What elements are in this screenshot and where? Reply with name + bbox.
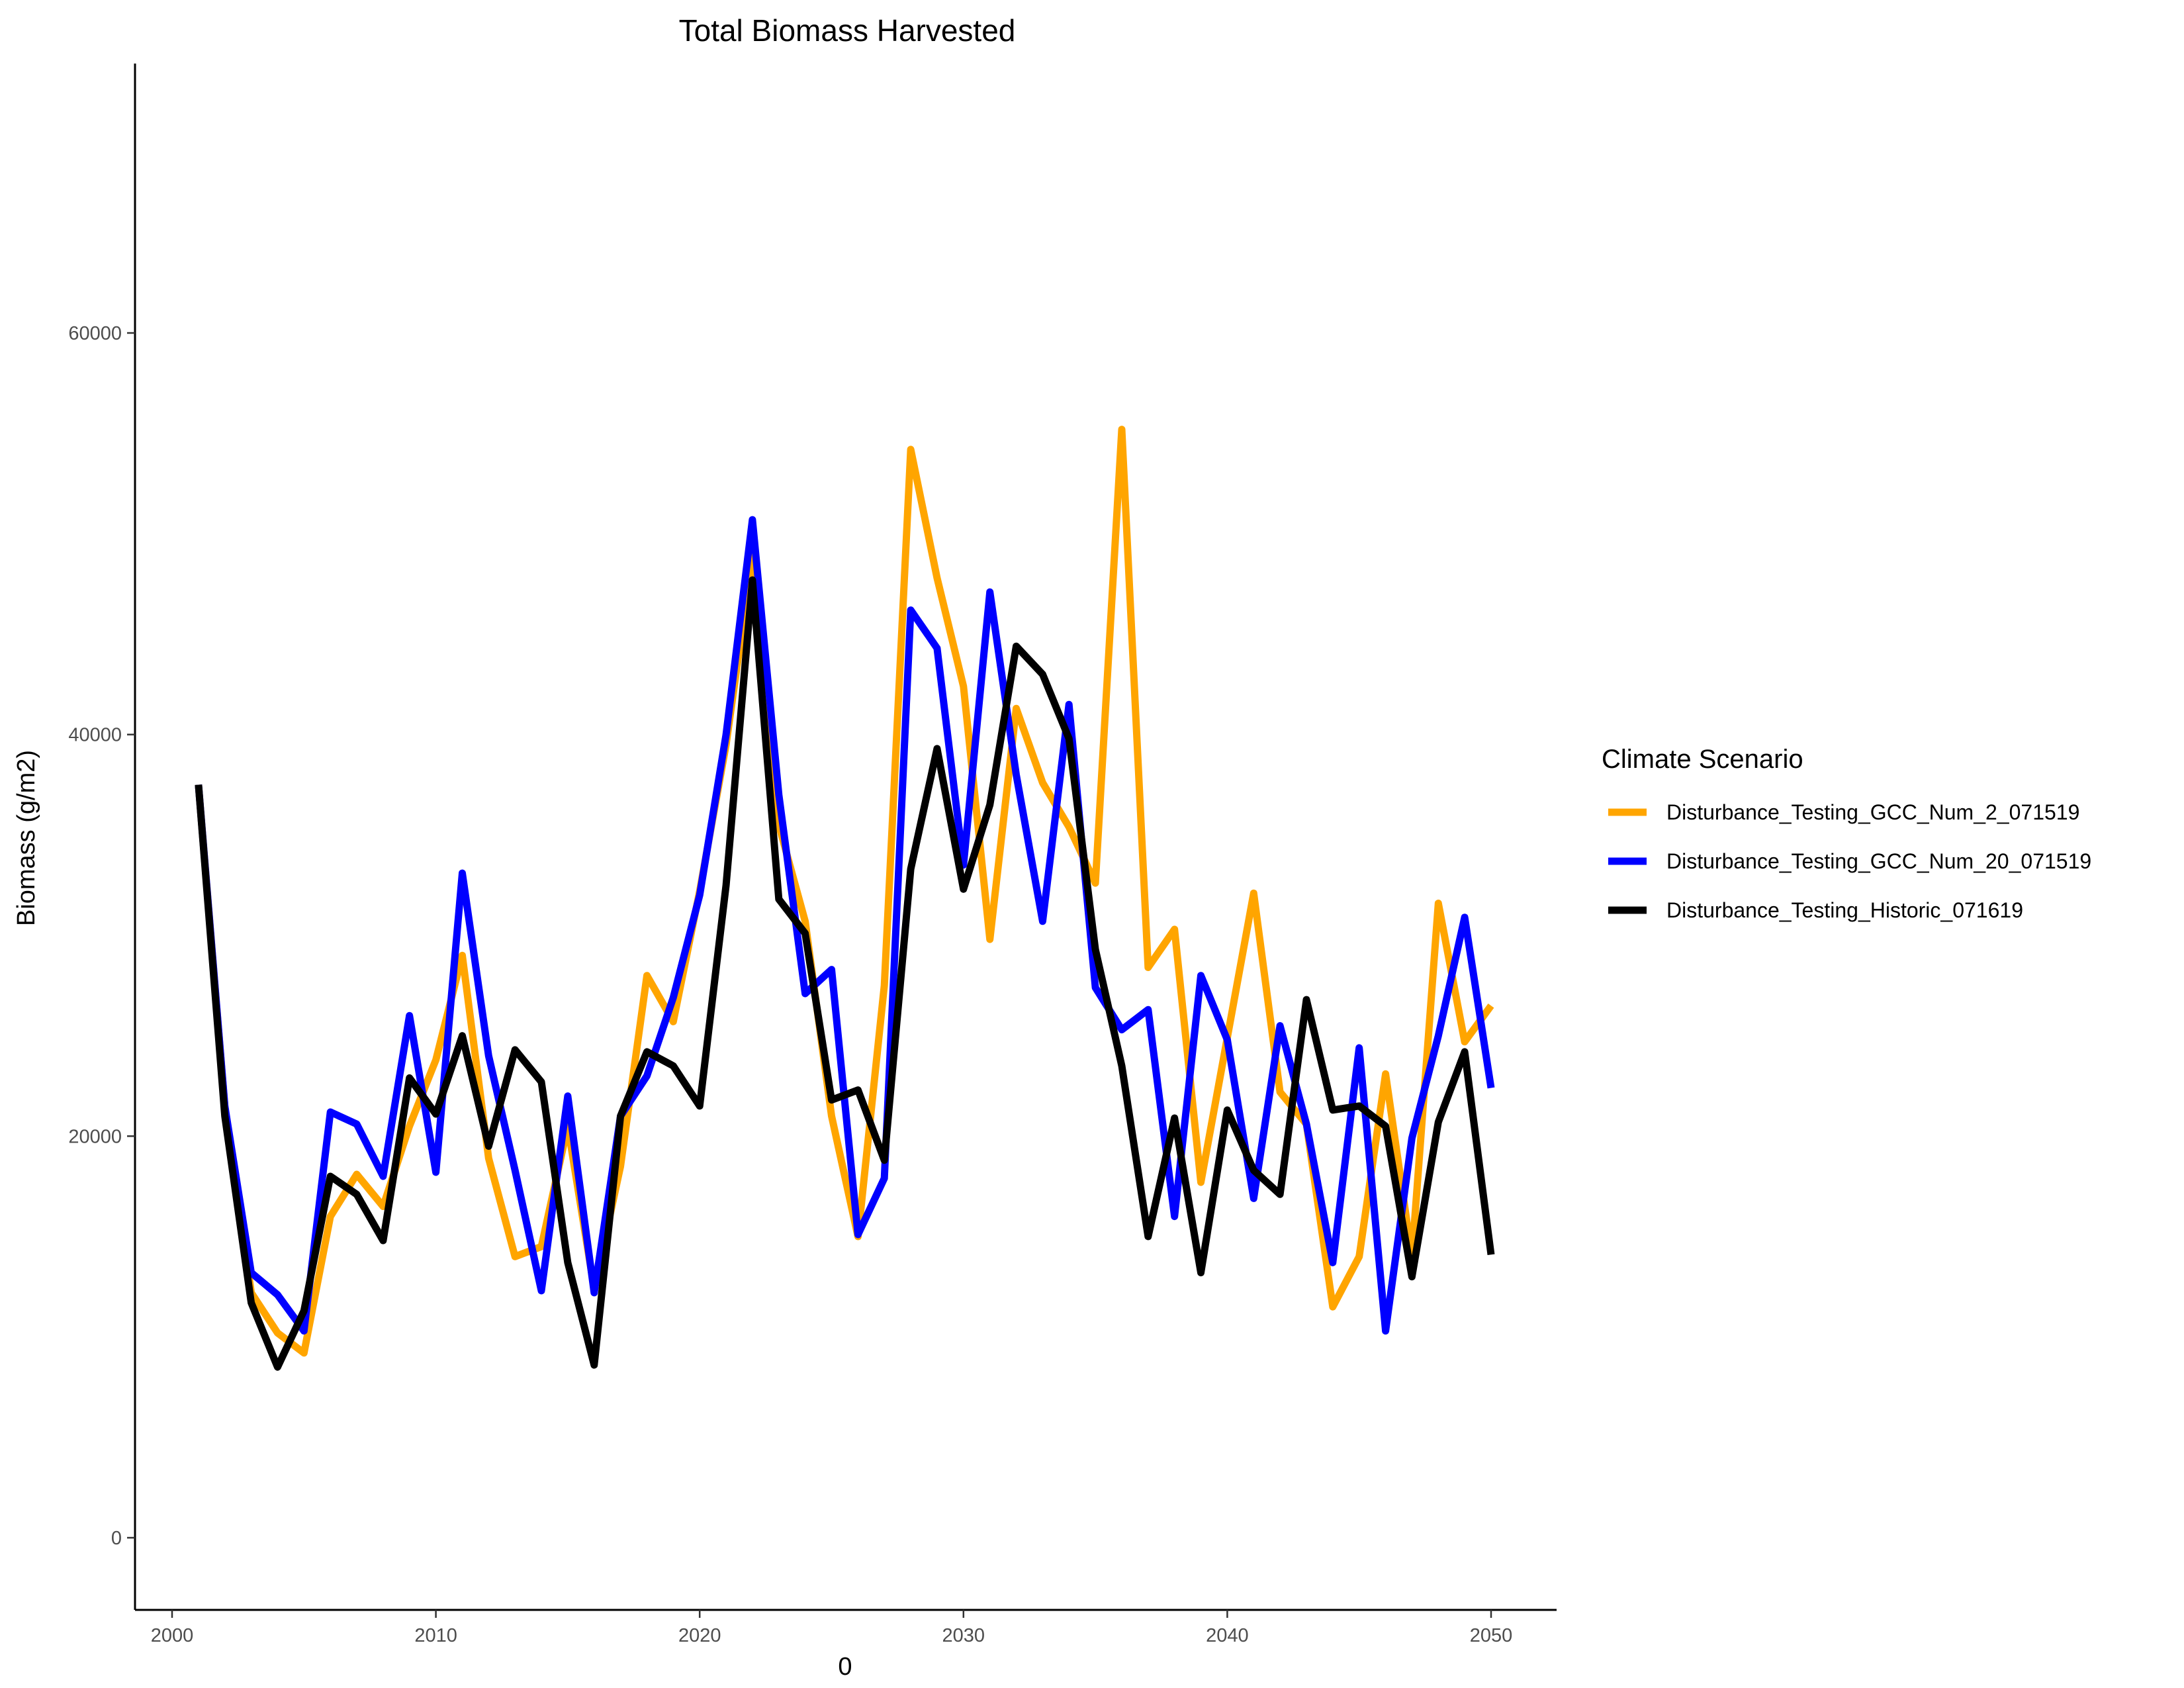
legend-label-2: Disturbance_Testing_GCC_Num_20_071519 — [1666, 849, 2091, 873]
y-tick-label: 40000 — [68, 725, 122, 746]
x-tick-label: 2050 — [1470, 1625, 1513, 1646]
y-axis-title: Biomass (g/m2) — [13, 750, 40, 926]
y-tick-label: 60000 — [68, 323, 122, 344]
x-axis-title: 0 — [838, 1653, 852, 1681]
legend-label-1: Disturbance_Testing_GCC_Num_2_071519 — [1666, 800, 2079, 824]
series-line-2 — [195, 516, 1495, 1335]
legend-title: Climate Scenario — [1602, 745, 1803, 774]
x-tick-label: 2030 — [942, 1625, 985, 1646]
series-line-3 — [195, 576, 1495, 1371]
chart-title: Total Biomass Harvested — [679, 13, 1016, 48]
legend: Climate Scenario Disturbance_Testing_GCC… — [1602, 745, 2091, 922]
x-tick-label: 2010 — [414, 1625, 457, 1646]
series-line-1 — [195, 426, 1494, 1357]
legend-label-3: Disturbance_Testing_Historic_071619 — [1666, 898, 2023, 922]
x-tick-label: 2040 — [1206, 1625, 1249, 1646]
y-tick-label: 0 — [111, 1528, 122, 1549]
x-tick-label: 2000 — [151, 1625, 194, 1646]
y-tick-label: 20000 — [68, 1126, 122, 1147]
plot-area: 0 20000 40000 60000 2000 2010 2020 2030 2040 2050 — [68, 64, 1557, 1646]
x-tick-label: 2020 — [678, 1625, 721, 1646]
